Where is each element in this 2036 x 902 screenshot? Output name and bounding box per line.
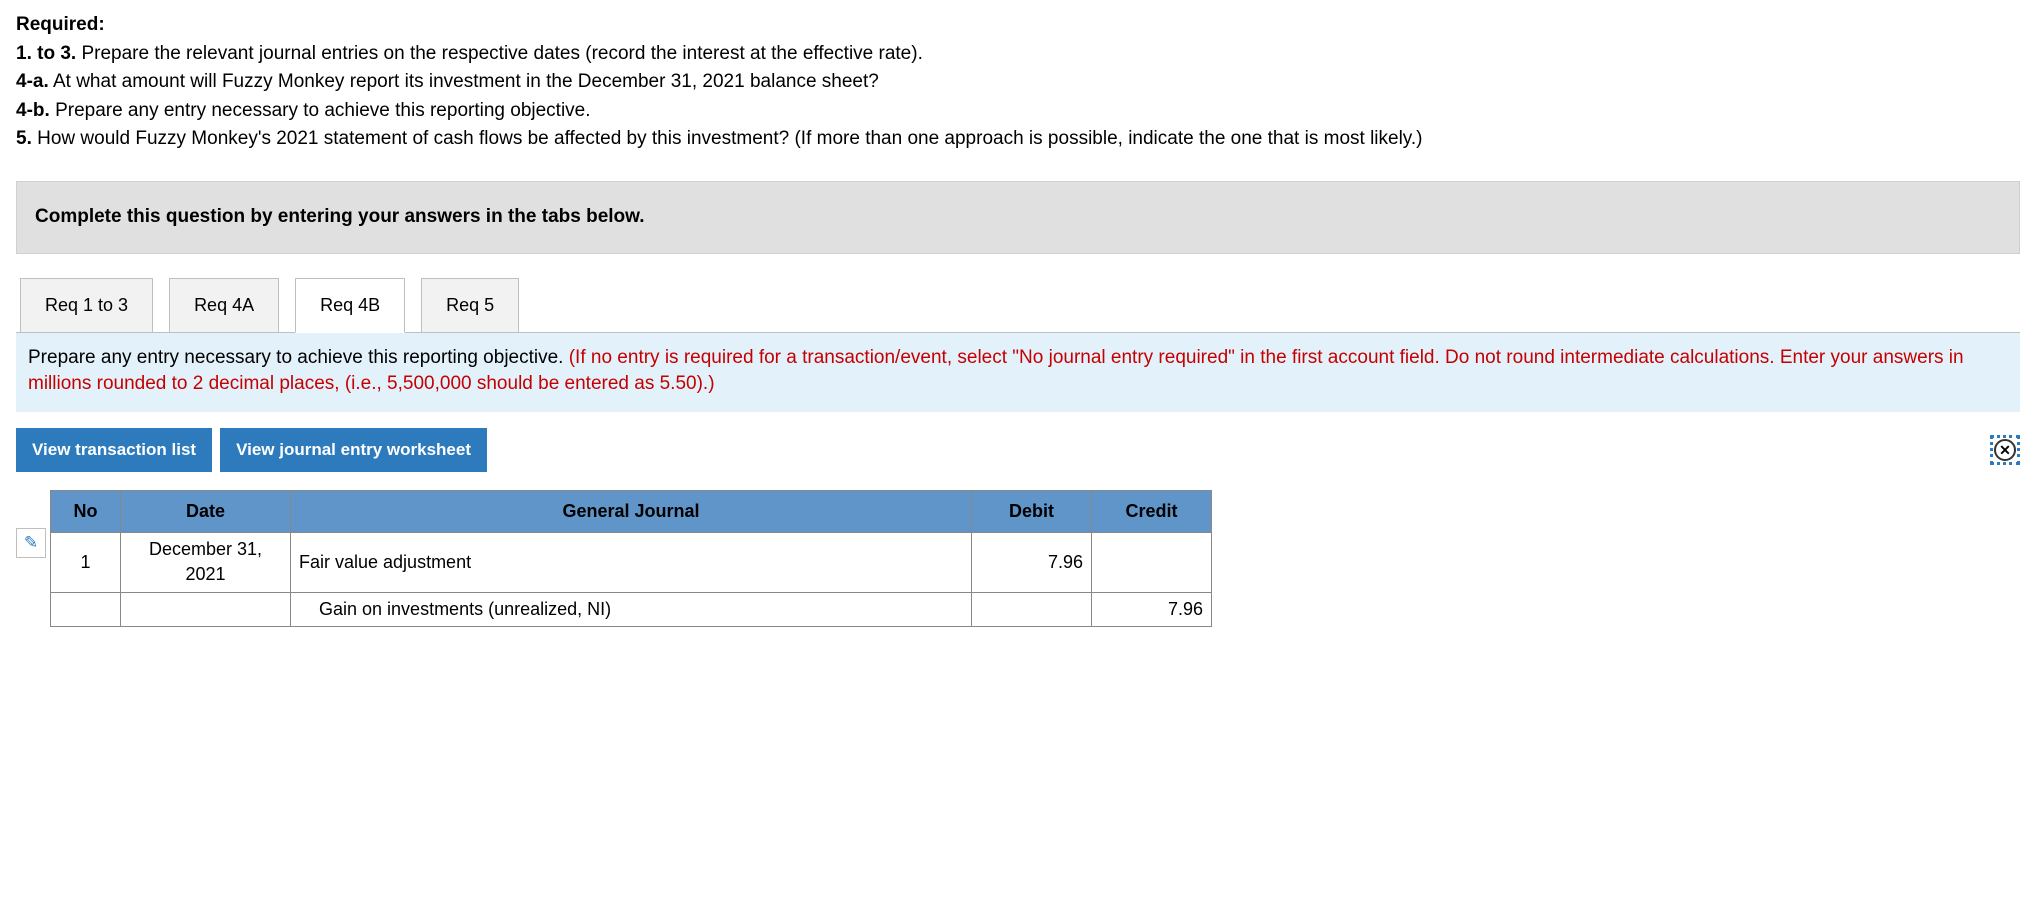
cell-date[interactable]: December 31, 2021 [121,533,291,592]
tab-instructions-black: Prepare any entry necessary to achieve t… [28,347,569,368]
view-journal-worksheet-button[interactable]: View journal entry worksheet [220,428,487,472]
tab-label: Req 4A [194,295,254,315]
journal-wrap: ✎ No Date General Journal Debit Credit 1… [16,490,1212,627]
req-num-1: 1. to 3. [16,43,76,64]
tab-req-1-to-3[interactable]: Req 1 to 3 [20,278,153,333]
directions-bar: Complete this question by entering your … [16,181,2020,254]
req-num-4b: 4-b. [16,100,50,121]
tab-instructions: Prepare any entry necessary to achieve t… [16,333,2020,412]
close-icon: ✕ [1994,439,2016,461]
cell-no[interactable] [51,592,121,626]
req-num-5: 5. [16,128,32,149]
col-header-debit: Debit [972,490,1092,532]
req-text-5: How would Fuzzy Monkey's 2021 statement … [37,128,1422,149]
journal-row: 1 December 31, 2021 Fair value adjustmen… [51,533,1212,592]
cell-debit[interactable]: 7.96 [972,533,1092,592]
req-num-4a: 4-a. [16,71,49,92]
cell-credit[interactable]: 7.96 [1092,592,1212,626]
cell-no[interactable]: 1 [51,533,121,592]
clear-entry-button[interactable]: ✕ [1990,435,2020,465]
tab-label: Req 1 to 3 [45,295,128,315]
col-header-credit: Credit [1092,490,1212,532]
journal-header-row: No Date General Journal Debit Credit [51,490,1212,532]
tab-req-4a[interactable]: Req 4A [169,278,279,333]
cell-date[interactable] [121,592,291,626]
directions-text: Complete this question by entering your … [35,206,645,227]
button-row: View transaction list View journal entry… [16,428,2020,472]
cell-account[interactable]: Gain on investments (unrealized, NI) [291,592,972,626]
edit-row-button[interactable]: ✎ [16,528,46,558]
col-header-general-journal: General Journal [291,490,972,532]
tab-label: Req 5 [446,295,494,315]
pencil-icon: ✎ [24,531,38,555]
col-header-date: Date [121,490,291,532]
view-transaction-list-button[interactable]: View transaction list [16,428,212,472]
col-header-no: No [51,490,121,532]
tab-label: Req 4B [320,295,380,315]
required-block: Required: 1. to 3. Prepare the relevant … [16,12,2020,153]
required-heading: Required: [16,14,105,35]
tab-req-5[interactable]: Req 5 [421,278,519,333]
cell-account[interactable]: Fair value adjustment [291,533,972,592]
cell-credit[interactable] [1092,533,1212,592]
req-text-4a: At what amount will Fuzzy Monkey report … [53,71,879,92]
journal-table: No Date General Journal Debit Credit 1 D… [50,490,1212,627]
req-text-1: Prepare the relevant journal entries on … [81,43,922,64]
tabs-row: Req 1 to 3 Req 4A Req 4B Req 5 [16,278,2020,333]
journal-row: Gain on investments (unrealized, NI) 7.9… [51,592,1212,626]
req-text-4b: Prepare any entry necessary to achieve t… [55,100,590,121]
tab-req-4b[interactable]: Req 4B [295,278,405,333]
cell-debit[interactable] [972,592,1092,626]
